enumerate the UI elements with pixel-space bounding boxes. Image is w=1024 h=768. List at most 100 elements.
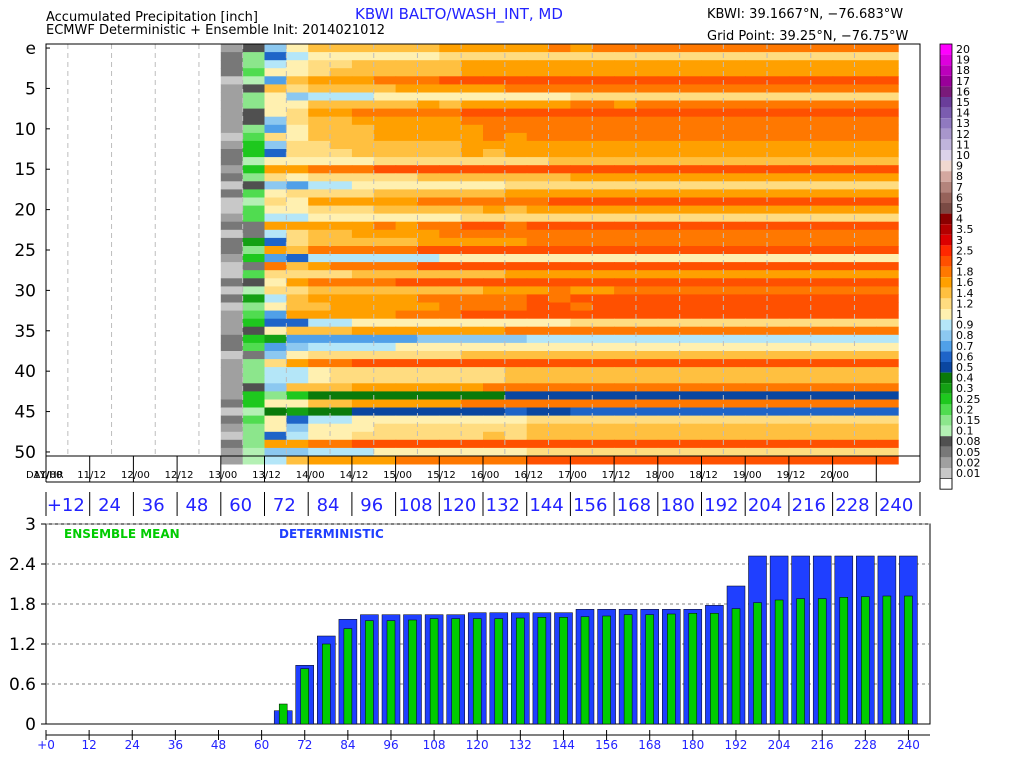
- plume-cell: [636, 100, 659, 109]
- plume-cell: [570, 318, 593, 328]
- colorbar-label: 13: [956, 117, 970, 130]
- plume-cell: [308, 375, 331, 384]
- colorbar-swatch: [940, 256, 952, 267]
- plume-cell: [679, 68, 702, 77]
- plume-cell: [636, 302, 659, 311]
- plume-cell: [788, 415, 812, 425]
- plume-cell: [395, 310, 418, 320]
- plume-cell: [504, 157, 528, 166]
- plume-cell: [636, 351, 659, 360]
- colorbar-label: 0.4: [956, 372, 974, 385]
- colorbar-label: 5: [956, 202, 963, 215]
- plume-cell: [220, 278, 244, 287]
- plume-cell: [373, 294, 397, 303]
- colorbar-label: 3: [956, 234, 963, 247]
- plume-cell: [373, 229, 397, 239]
- x-tick-label: 156: [595, 738, 618, 752]
- plume-cell: [592, 84, 615, 93]
- plume-cell: [548, 76, 571, 85]
- plume-cell: [395, 140, 418, 150]
- plume-cell: [854, 375, 877, 384]
- hour-label: 156: [573, 495, 607, 516]
- colorbar-swatch: [940, 54, 952, 66]
- plume-cell: [264, 334, 287, 344]
- colorbar-label: 3.5: [956, 223, 974, 236]
- plume-cell: [745, 197, 768, 206]
- plume-cell: [308, 415, 331, 425]
- plume-cell: [592, 391, 615, 400]
- plume-cell: [657, 286, 681, 295]
- plume-cell: [570, 310, 593, 320]
- x-tick-label: 228: [854, 738, 877, 752]
- plume-cell: [614, 439, 637, 449]
- plume-cell: [504, 294, 528, 303]
- plume-cell: [242, 431, 265, 441]
- plume-cell: [636, 359, 659, 368]
- plume-cell: [636, 173, 659, 182]
- plume-cell: [461, 229, 484, 239]
- plume-cell: [220, 205, 244, 215]
- plume-cell: [373, 221, 397, 231]
- plume-cell: [526, 302, 549, 311]
- plume-cell: [810, 334, 834, 344]
- plume-cell: [417, 278, 440, 287]
- plume-cell: [592, 68, 615, 77]
- plume-cell: [723, 286, 746, 295]
- plume-cell: [483, 124, 506, 134]
- plume-cell: [483, 351, 506, 360]
- plume-cell: [330, 108, 353, 118]
- plume-cell: [723, 431, 746, 441]
- plume-cell: [767, 270, 790, 279]
- plume-cell: [657, 108, 681, 118]
- plume-cell: [657, 334, 681, 344]
- plume-cell: [286, 124, 309, 134]
- plume-cell: [504, 326, 528, 336]
- plume-cell: [330, 221, 353, 231]
- plume-cell: [351, 68, 375, 77]
- plume-cell: [395, 246, 418, 255]
- plume-cell: [483, 205, 506, 215]
- plume-cell: [483, 229, 506, 239]
- plume-cell: [373, 165, 397, 174]
- plume-cell: [286, 254, 309, 263]
- plume-cell: [242, 44, 265, 53]
- plume-cell: [395, 68, 418, 77]
- plume-cell: [220, 439, 244, 449]
- plume-cell: [308, 447, 331, 457]
- plume-cell: [483, 221, 506, 231]
- plume-cell: [330, 197, 353, 206]
- plume-cell: [548, 367, 571, 376]
- plume-cell: [220, 423, 244, 433]
- plume-cell: [373, 132, 397, 142]
- plume-cell: [854, 181, 877, 190]
- plume-cell: [876, 310, 899, 320]
- plume-cell: [483, 68, 506, 77]
- x-tick-label: 12: [81, 738, 96, 752]
- plume-cell: [657, 351, 681, 360]
- plume-cell: [810, 157, 834, 166]
- plume-cell: [876, 334, 899, 344]
- plume-cell: [417, 415, 440, 425]
- plume-cell: [439, 108, 462, 118]
- plume-cell: [242, 76, 265, 85]
- plume-cell: [592, 189, 615, 198]
- plume-cell: [548, 359, 571, 368]
- plume-cell: [526, 415, 549, 425]
- plume-cell: [592, 294, 615, 303]
- colorbar-label: 0.9: [956, 319, 974, 332]
- plume-cell: [242, 108, 265, 118]
- plume-cell: [483, 132, 506, 142]
- plume-cell: [810, 100, 834, 109]
- plume-cell: [657, 367, 681, 376]
- plume-cell: [767, 92, 790, 101]
- plume-cell: [614, 197, 637, 206]
- ensemble-mean-bar: [602, 615, 611, 725]
- plume-cell: [745, 383, 768, 392]
- plume-cell: [832, 423, 855, 433]
- plume-cell: [592, 254, 615, 263]
- plume-cell: [461, 302, 484, 311]
- plume-cell: [548, 229, 571, 239]
- plume-cell: [242, 237, 265, 247]
- plume-cell: [745, 447, 768, 457]
- plume-cell: [832, 270, 855, 279]
